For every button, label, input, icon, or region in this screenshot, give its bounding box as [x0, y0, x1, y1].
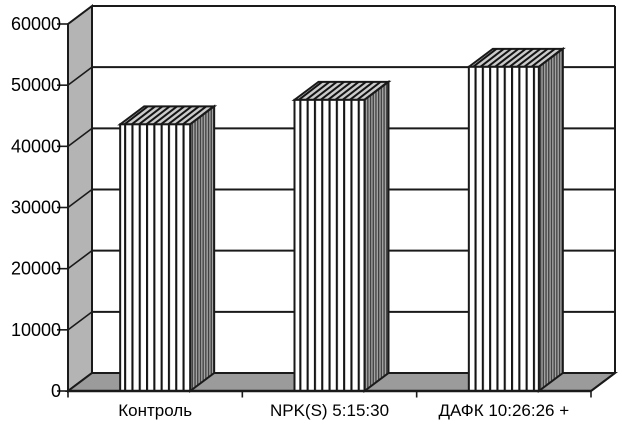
bar-front-face	[467, 65, 540, 392]
y-axis-label: 10000	[11, 320, 61, 340]
bar-side-face	[189, 104, 216, 393]
y-axis-label: 60000	[11, 14, 61, 34]
bar-2	[291, 79, 392, 393]
y-axis-label: 50000	[11, 75, 61, 95]
bar-side-face	[363, 79, 390, 393]
y-tick-connector	[67, 250, 93, 270]
bar-side-face	[537, 46, 564, 393]
x-axis-label: NPK(S) 5:15:30	[270, 401, 389, 420]
bar-front-face	[293, 98, 366, 392]
y-axis-label: 30000	[11, 198, 61, 218]
y-tick-connector	[67, 66, 93, 86]
y-tick-connector	[67, 127, 93, 147]
y-axis-label: 0	[51, 381, 61, 401]
x-axis-label: Контроль	[118, 401, 192, 420]
bar-front-face	[119, 123, 192, 393]
bar-3	[465, 46, 566, 393]
bar-1	[117, 104, 218, 393]
y-tick-connector	[67, 5, 93, 25]
y-tick-connector	[67, 188, 93, 209]
x-axis-label: ДАФК 10:26:26 +	[438, 401, 569, 420]
y-axis-label: 40000	[11, 136, 61, 156]
y-axis-label: 20000	[11, 259, 61, 279]
floor-right-edge	[590, 372, 616, 392]
y-tick-connector	[67, 311, 93, 331]
